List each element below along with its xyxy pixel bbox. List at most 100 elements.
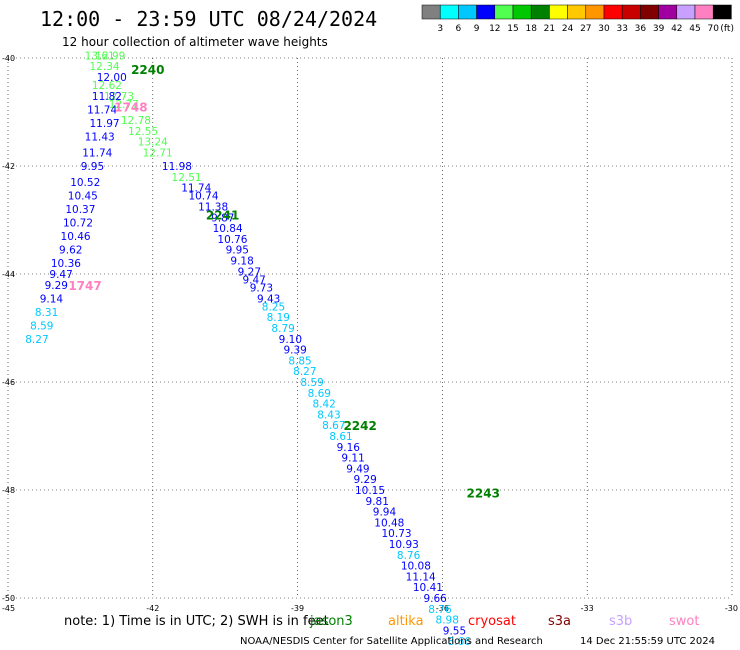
wave-height-point: 12.77 bbox=[109, 99, 139, 111]
y-tick-label: -42 bbox=[2, 162, 15, 171]
y-tick-label: -46 bbox=[2, 378, 15, 387]
pass-time-label: 1748 bbox=[114, 101, 147, 115]
wave-height-point: 8.59 bbox=[300, 377, 323, 389]
wave-height-point: 9.29 bbox=[353, 474, 376, 486]
wave-height-point: 8.27 bbox=[25, 334, 48, 346]
legend-swatch bbox=[494, 4, 514, 20]
wave-height-point: 10.15 bbox=[355, 485, 385, 497]
wave-height-point: 9.29 bbox=[45, 280, 68, 292]
pass-time-label: 1747 bbox=[68, 279, 101, 293]
wave-height-point: 8.25 bbox=[262, 301, 285, 313]
legend-swatch bbox=[421, 4, 441, 20]
wave-height-point: 8.27 bbox=[293, 366, 316, 378]
wave-height-point: 9.95 bbox=[226, 245, 249, 257]
wave-height-point: 10.74 bbox=[188, 191, 218, 203]
legend-swatch bbox=[439, 4, 459, 20]
x-tick-label: -45 bbox=[2, 604, 15, 613]
wave-height-point: 8.79 bbox=[271, 323, 294, 335]
wave-height-point: 9.47 bbox=[49, 269, 72, 281]
wave-height-point: 9.49 bbox=[346, 463, 369, 475]
wave-height-point: 8.98 bbox=[436, 615, 459, 627]
wave-height-point: 8.76 bbox=[397, 550, 421, 562]
wave-height-point: 8.43 bbox=[317, 409, 340, 421]
legend-unit: (ft) bbox=[720, 24, 734, 34]
legend-swatch bbox=[458, 4, 477, 20]
wave-height-point: 10.41 bbox=[413, 582, 443, 594]
wave-height-point: 9.16 bbox=[337, 442, 361, 454]
wave-height-point: 9.94 bbox=[373, 507, 397, 519]
legend-swatch bbox=[585, 4, 605, 20]
wave-height-point: 11.38 bbox=[198, 202, 228, 214]
pass-time-label: 2242 bbox=[343, 419, 376, 433]
legend-swatch bbox=[567, 4, 587, 20]
legend-swatch bbox=[694, 4, 714, 20]
wave-height-point: 11.82 bbox=[92, 91, 122, 103]
wave-height-point: 9.62 bbox=[59, 245, 82, 257]
wave-height-point: 9.43 bbox=[257, 293, 280, 305]
wave-height-point: 8.76 bbox=[428, 604, 452, 616]
wave-height-point: 13.24 bbox=[138, 137, 168, 149]
wave-height-point: 12.00 bbox=[97, 72, 127, 84]
legend-swatch bbox=[476, 4, 496, 20]
wave-height-point: 11.43 bbox=[85, 131, 115, 143]
wave-height-point: 12.99 bbox=[95, 50, 125, 62]
wave-height-point: 10.45 bbox=[68, 191, 98, 203]
wave-height-point: 8.67 bbox=[322, 420, 345, 432]
wave-height-point: 12.78 bbox=[121, 115, 151, 127]
legend-label: 3 bbox=[437, 24, 443, 34]
wave-height-point: 8.69 bbox=[308, 388, 331, 400]
wave-height-point: 8.61 bbox=[329, 431, 352, 443]
legend-label: 24 bbox=[562, 24, 574, 34]
x-tick-label: -42 bbox=[146, 604, 159, 613]
map-grid bbox=[7, 57, 733, 599]
axis-tick-labels: -40 -42 -44 -46 -48 -50-45 -42 -39 -36 -33 -30 bbox=[2, 54, 738, 613]
legend-label: 33 bbox=[616, 24, 627, 34]
wave-height-point: 10.76 bbox=[217, 234, 247, 246]
page-title: 12:00 - 23:59 UTC 08/24/2024 bbox=[40, 7, 377, 31]
wave-height-point: 12.73 bbox=[104, 91, 134, 103]
x-tick-label: -39 bbox=[291, 604, 304, 613]
wave-height-point: 9.81 bbox=[366, 496, 389, 508]
y-tick-label: -44 bbox=[2, 270, 15, 279]
legend-label: 9 bbox=[474, 24, 480, 34]
wave-height-point: 9.11 bbox=[341, 453, 364, 465]
legend-label: 15 bbox=[507, 24, 518, 34]
legend-swatch bbox=[530, 4, 550, 20]
wave-height-point: 11.97 bbox=[90, 118, 120, 130]
satellite-legend-s3b: s3b bbox=[609, 614, 632, 629]
wave-height-point: 12.71 bbox=[143, 148, 173, 160]
wave-height-point: 8.59 bbox=[30, 320, 53, 332]
wave-height-point: 9.47 bbox=[242, 274, 265, 286]
pass-time-label: 2243 bbox=[467, 487, 500, 501]
wave-height-point: 9.55 bbox=[443, 625, 466, 637]
wave-height-point: 13.61 bbox=[85, 50, 115, 62]
legend-swatch bbox=[676, 4, 696, 20]
wave-height-point: 12.62 bbox=[92, 80, 122, 92]
wave-height-point: 10.48 bbox=[374, 517, 404, 529]
wave-height-points: 13.6112.9912.3412.0012.6212.7311.8212.77… bbox=[25, 50, 471, 648]
wave-height-point: 10.36 bbox=[51, 258, 81, 270]
legend-label: 12 bbox=[489, 24, 500, 34]
legend-swatch bbox=[712, 4, 732, 20]
satellite-legend-cryosat: cryosat bbox=[468, 614, 516, 629]
wave-height-point: 11.74 bbox=[82, 148, 112, 160]
legend-label: 30 bbox=[598, 24, 610, 34]
x-tick-label: -36 bbox=[436, 604, 449, 613]
wave-height-point: 10.46 bbox=[61, 231, 91, 243]
wave-height-point: 9.39 bbox=[283, 345, 306, 357]
wave-height-point: 11.74 bbox=[87, 104, 117, 116]
wave-height-point: 8.42 bbox=[312, 399, 335, 411]
pass-time-label: 2241 bbox=[206, 209, 239, 223]
wave-height-point: 9.14 bbox=[40, 293, 64, 305]
y-tick-label: -40 bbox=[2, 54, 15, 63]
satellite-legend: jason3 altika cryosat s3a s3b swot bbox=[309, 614, 699, 629]
wave-height-point: 12.34 bbox=[90, 61, 120, 73]
wave-height-point: 12.51 bbox=[172, 172, 202, 184]
wave-height-point: 10.08 bbox=[401, 561, 431, 573]
legend-label: 6 bbox=[456, 24, 462, 34]
legend-swatch bbox=[640, 4, 659, 20]
wave-height-point: 10.72 bbox=[63, 218, 93, 230]
legend-label: 39 bbox=[653, 24, 665, 34]
wave-height-point: 9.10 bbox=[279, 334, 302, 346]
wave-height-point: 10.52 bbox=[70, 177, 100, 189]
